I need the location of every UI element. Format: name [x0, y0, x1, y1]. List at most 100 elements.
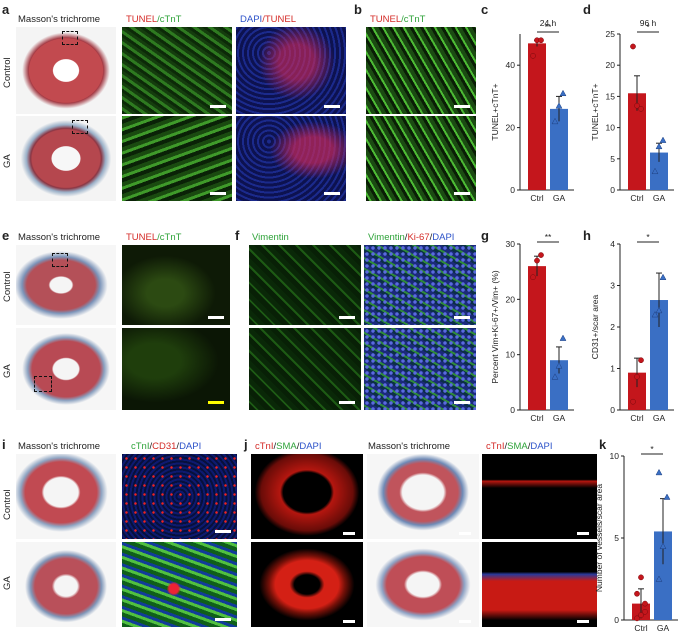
slash-text: /	[296, 441, 300, 452]
slash-text: /	[504, 441, 508, 452]
data-point-ctrl	[638, 106, 644, 112]
y-tick-label: 10	[606, 123, 616, 133]
data-point-ga	[655, 468, 663, 476]
masson-image-control-j	[367, 454, 479, 539]
data-point-ctrl	[634, 373, 640, 380]
data-point-ctrl	[530, 52, 536, 59]
tunel-ctnt-zoom-ga	[366, 116, 476, 201]
scale-bar	[343, 532, 355, 535]
ctni-text: cTnI	[131, 441, 150, 452]
bar-ctrl	[628, 93, 646, 190]
panel-a-masson-caption: Masson's trichrome	[18, 14, 101, 25]
y-tick-label: 3	[610, 281, 615, 291]
bar-ga	[650, 300, 668, 410]
roi-box	[34, 376, 52, 392]
data-point-ctrl	[630, 43, 636, 50]
significance-label: *	[646, 232, 650, 242]
panel-b-label: b	[354, 2, 362, 17]
x-tick-label: GA	[653, 193, 666, 203]
data-point-ctrl	[538, 37, 544, 44]
data-point-ga	[555, 362, 563, 369]
chart-g-svg: 0 10 20 30 Percent Vim+Ki-67+/Vim+ (%) Ctrl GA…	[490, 232, 574, 423]
chart-c-svg: 0 20 40 TUNEL+cTnT+ 24 h Ctrl GA **	[490, 18, 574, 203]
y-tick-label: 2	[610, 322, 615, 332]
panel-i-stain-caption: cTnI/CD31/DAPI	[131, 441, 201, 452]
vimentin-image-control	[249, 245, 361, 325]
scale-bar	[210, 192, 226, 195]
chart-g: 0 10 20 30 Percent Vim+Ki-67+/Vim+ (%) Ctrl GA…	[484, 232, 580, 428]
tunel-ctnt-image-ga	[122, 116, 232, 201]
tunel-text: TUNEL	[126, 232, 158, 243]
masson-image-control-i	[16, 454, 116, 539]
bar-ga	[550, 108, 568, 190]
panel-f-vimentin-caption: Vimentin	[252, 232, 289, 243]
x-tick-label: Ctrl	[530, 413, 543, 423]
data-point-ctrl	[638, 574, 644, 581]
roi-box	[72, 120, 88, 134]
panel-i-masson-caption: Masson's trichrome	[18, 441, 101, 452]
chart-h: 0 1 2 3 4 CD31+/scar area Ctrl GA *	[584, 232, 680, 428]
chart-k: 0 5 10 Number of vessels/scar area Ctrl GA *	[594, 444, 684, 636]
panel-j-stain-caption-1: cTnI/SMA/DAPI	[255, 441, 322, 452]
masson-image-control	[16, 27, 116, 114]
ctnt-text: /cTnT	[157, 232, 182, 243]
ki67-text: Ki-67	[407, 232, 430, 243]
masson-image-control-e	[16, 245, 116, 325]
scale-bar	[343, 620, 355, 623]
scale-bar	[339, 316, 355, 319]
panel-j-label: j	[244, 437, 248, 452]
panel-e-row-ga: GA	[2, 364, 13, 378]
panel-d-label: d	[583, 2, 591, 17]
tunel-ctnt-image-control	[122, 27, 232, 114]
chart-title: 96 h	[640, 18, 657, 28]
panel-a-dapi-caption: DAPI/TUNEL	[240, 14, 296, 25]
y-tick-label: 4	[610, 239, 615, 249]
y-tick-label: 20	[606, 60, 616, 70]
scale-bar	[324, 105, 340, 108]
y-axis-label: CD31+/scar area	[590, 294, 600, 359]
panel-i-row-ga: GA	[2, 576, 13, 590]
x-tick-label: Ctrl	[530, 193, 543, 203]
scale-bar	[215, 618, 231, 621]
data-point-ga	[551, 373, 559, 380]
masson-image-ga	[16, 116, 116, 201]
scale-bar	[577, 532, 589, 535]
ctni-cd31-image-ga	[122, 542, 237, 627]
slash-text: /	[404, 232, 408, 243]
roi-box	[62, 31, 78, 45]
ctni-cd31-image-control	[122, 454, 237, 539]
y-tick-label: 5	[614, 533, 619, 543]
panel-b-caption: TUNEL/cTnT	[370, 14, 425, 25]
panel-e-tunel-caption: TUNEL/cTnT	[126, 232, 181, 243]
panel-a-label: a	[2, 2, 10, 17]
y-tick-label: 20	[506, 294, 516, 304]
x-tick-label: GA	[553, 193, 566, 203]
panel-j-masson-caption: Masson's trichrome	[368, 441, 451, 452]
sma-text: SMA	[507, 441, 528, 452]
data-point-ctrl	[642, 600, 648, 607]
data-point-ctrl	[642, 608, 648, 615]
chart-title: 24 h	[540, 18, 557, 28]
data-point-ga	[655, 575, 663, 582]
data-point-ctrl	[634, 102, 640, 109]
data-point-ga	[659, 542, 667, 549]
data-point-ctrl	[530, 274, 536, 281]
data-point-ga	[659, 136, 667, 143]
y-tick-label: 0	[610, 185, 615, 195]
significance-label: *	[650, 444, 654, 454]
cd31-text: CD31	[152, 441, 177, 452]
significance-label: **	[545, 232, 552, 242]
masson-image-ga-j	[367, 542, 479, 627]
y-tick-label: 25	[606, 29, 616, 39]
dapi-tunel-image-ga	[236, 116, 346, 201]
bar-ga	[654, 531, 672, 620]
panel-e-row-control: Control	[2, 271, 13, 302]
scale-bar	[577, 620, 589, 623]
panel-h-label: h	[583, 228, 591, 243]
scale-bar	[208, 316, 224, 319]
dapi-tunel-image-control	[236, 27, 346, 114]
bar-ctrl	[528, 43, 546, 190]
panel-a-row-ga: GA	[2, 154, 13, 168]
scale-bar	[454, 192, 470, 195]
data-point-ga	[551, 117, 559, 125]
